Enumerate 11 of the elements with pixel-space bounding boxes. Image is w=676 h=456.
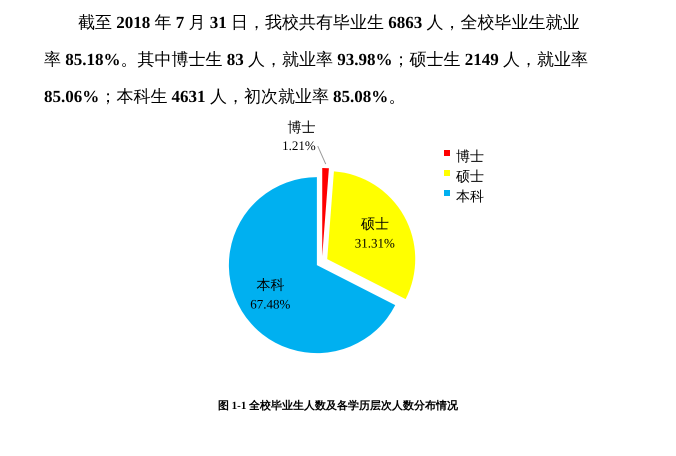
slice-label: 硕士: [360, 216, 389, 232]
annotation: 截至 2018 年 7 月 31 日，我校共有毕业生 6863 人，全校毕业生就业率 85.18%。其中博士生 83 人，就业率 93.98%；硕士生 2149 人，就业率 85.06%；本科生 4631 人，初次就业率 85.08%。: [44, 12, 589, 108]
slice-label: 本科: [256, 278, 284, 294]
legend-label: 本科: [456, 189, 484, 206]
data-label: 67.48%: [250, 296, 291, 312]
legend-label: 硕士: [455, 169, 484, 186]
legend-label: 博士: [456, 149, 484, 166]
text: 图 1-1 全校毕业生人数及各学历层次人数分布情况: [218, 399, 460, 412]
data-label: 1.21%: [282, 138, 316, 154]
data-label: 31.31%: [354, 235, 396, 250]
slice-label: 博士: [288, 120, 316, 136]
